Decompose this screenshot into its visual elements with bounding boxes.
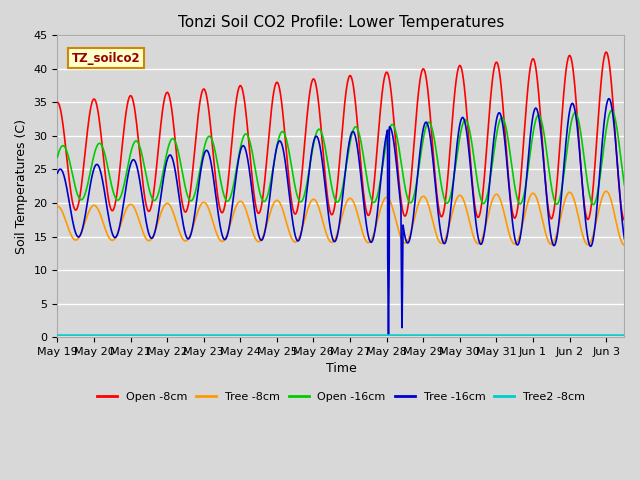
Legend: Open -8cm, Tree -8cm, Open -16cm, Tree -16cm, Tree2 -8cm: Open -8cm, Tree -8cm, Open -16cm, Tree -… (92, 388, 589, 407)
Title: Tonzi Soil CO2 Profile: Lower Temperatures: Tonzi Soil CO2 Profile: Lower Temperatur… (178, 15, 504, 30)
X-axis label: Time: Time (326, 362, 356, 375)
Text: TZ_soilco2: TZ_soilco2 (72, 52, 140, 65)
Y-axis label: Soil Temperatures (C): Soil Temperatures (C) (15, 119, 28, 254)
